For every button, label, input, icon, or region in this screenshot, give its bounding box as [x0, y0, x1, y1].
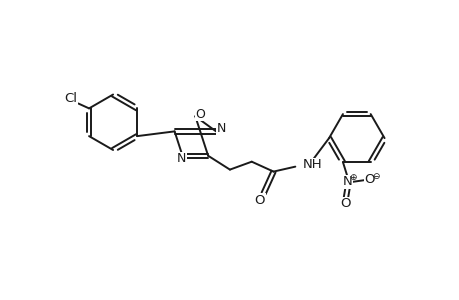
Text: ⊕: ⊕: [348, 173, 356, 182]
Text: NH: NH: [302, 158, 321, 171]
Text: O: O: [340, 197, 350, 210]
Text: O: O: [195, 108, 205, 121]
Text: Cl: Cl: [65, 92, 78, 105]
Text: O: O: [254, 194, 264, 207]
Text: N: N: [342, 176, 352, 188]
Text: ⊖: ⊖: [371, 172, 379, 181]
Text: O: O: [364, 173, 374, 187]
Text: N: N: [176, 152, 186, 165]
Text: N: N: [216, 122, 225, 135]
